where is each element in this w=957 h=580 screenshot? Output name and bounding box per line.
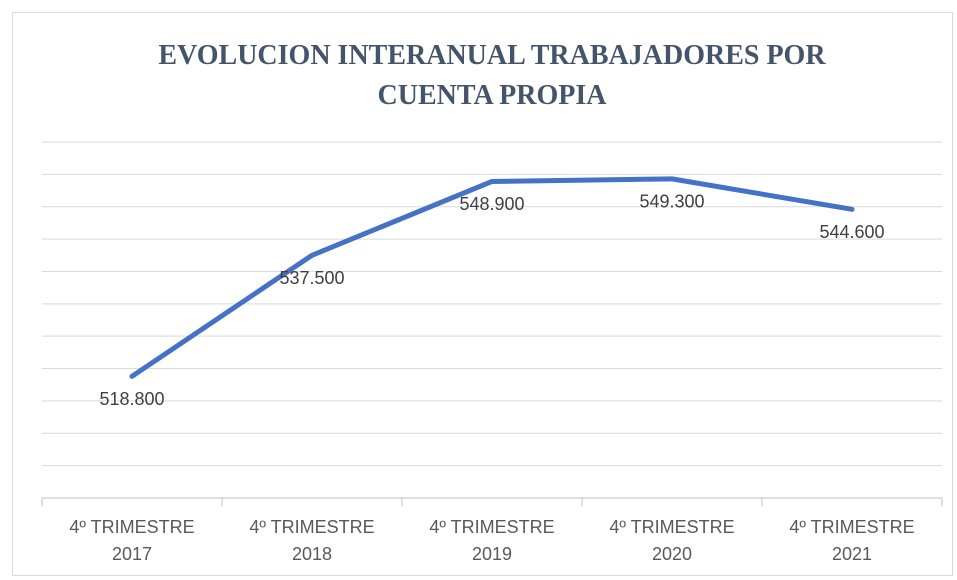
chart-frame bbox=[12, 12, 953, 576]
x-tick-label: 4º TRIMESTRE 2019 bbox=[429, 517, 555, 564]
x-tick-label: 4º TRIMESTRE 2020 bbox=[609, 517, 735, 564]
x-tick-label: 4º TRIMESTRE 2018 bbox=[249, 517, 375, 564]
line bbox=[129, 176, 855, 379]
chart-title: EVOLUCION INTERANUAL TRABAJADORES POR CU… bbox=[158, 40, 826, 111]
data-label: 548.900 bbox=[459, 194, 524, 214]
data-label: 518.800 bbox=[99, 389, 164, 409]
data-label: 549.300 bbox=[639, 192, 704, 212]
data-label: 537.500 bbox=[279, 268, 344, 288]
x-tick-label: 4º TRIMESTRE 2017 bbox=[69, 517, 195, 564]
x-tick-label: 4º TRIMESTRE 2021 bbox=[789, 517, 915, 564]
data-label: 544.600 bbox=[819, 222, 884, 242]
